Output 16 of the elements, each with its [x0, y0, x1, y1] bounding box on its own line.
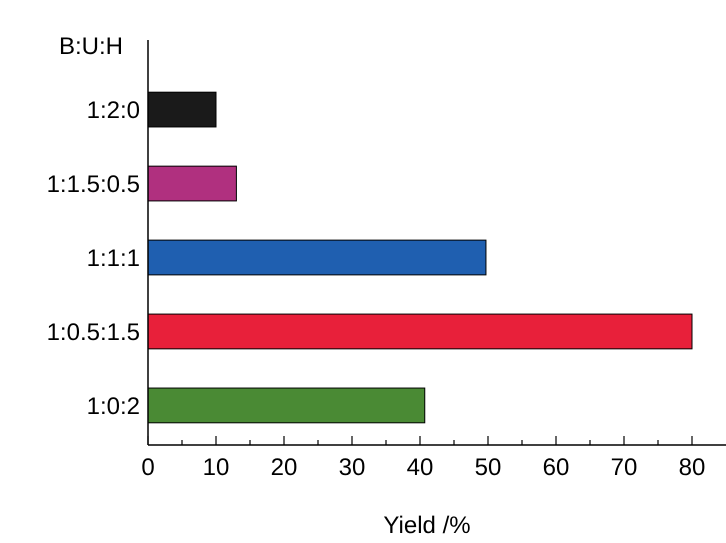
- y-tick-label: 1:1:1: [86, 244, 140, 272]
- y-tick-label: 1:0.5:1.5: [46, 318, 140, 346]
- x-tick-label: 50: [474, 454, 502, 481]
- x-tick-label: 40: [406, 454, 434, 481]
- x-tick-label: 60: [542, 454, 570, 481]
- x-tick-label: 80: [678, 454, 706, 481]
- y-tick-label: 1:0:2: [86, 392, 140, 420]
- x-axis-title: Yield /%: [383, 512, 471, 539]
- y-tick-label: 1:1.5:0.5: [46, 170, 140, 198]
- y-axis-title: B:U:H: [58, 33, 123, 60]
- x-tick-label: 30: [338, 454, 366, 481]
- x-tick-label: 10: [202, 454, 230, 481]
- x-tick-label: 0: [141, 454, 155, 481]
- x-tick-label: 70: [610, 454, 638, 481]
- y-tick-label: 1:2:0: [86, 96, 140, 124]
- x-tick-label: 20: [270, 454, 298, 481]
